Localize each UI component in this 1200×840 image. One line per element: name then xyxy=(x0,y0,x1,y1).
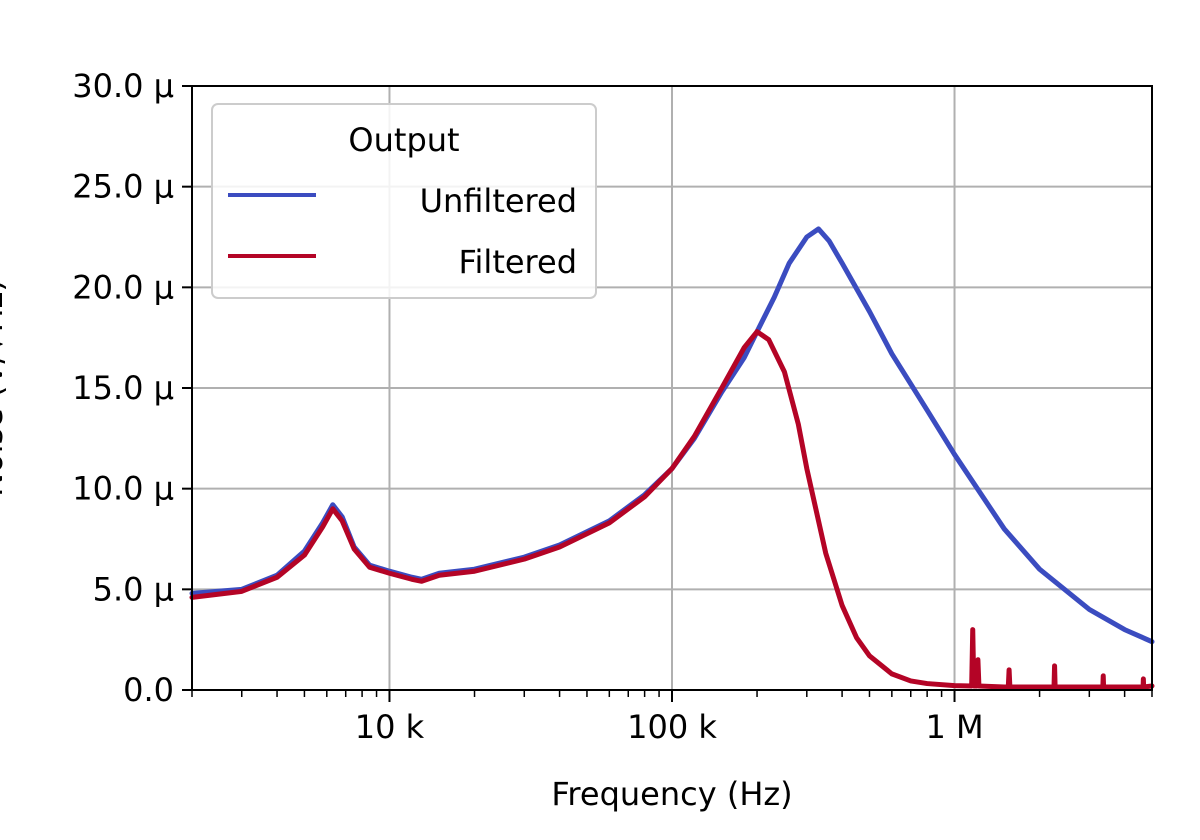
y-tick-label: 10.0 μ xyxy=(72,470,174,508)
y-tick-label: 30.0 μ xyxy=(72,67,174,105)
x-axis-title: Frequency (Hz) xyxy=(551,775,792,813)
y-tick-label: 20.0 μ xyxy=(72,268,174,306)
legend-label-unfiltered: Unfiltered xyxy=(420,182,577,220)
x-tick-label: 1 M xyxy=(925,708,983,746)
legend-box xyxy=(211,103,597,299)
y-tick-label: 5.0 μ xyxy=(93,570,174,608)
series-group xyxy=(189,226,1155,690)
y-tick-label: 15.0 μ xyxy=(72,369,174,407)
legend: Output Unfiltered Filtered xyxy=(211,103,597,299)
y-tick-label: 25.0 μ xyxy=(72,168,174,206)
legend-label-filtered: Filtered xyxy=(458,243,577,281)
ticks: 0.0 5.0 μ 10.0 μ 15.0 μ 20.0 μ 25.0 μ 30.0 μ 10… xyxy=(72,67,1153,746)
series-line-filtered xyxy=(189,329,1155,690)
legend-title: Output xyxy=(348,121,459,159)
y-axis-title: Noise (V/√Hz) xyxy=(0,279,10,497)
y-tick-label: 0.0 xyxy=(123,671,174,709)
x-tick-label: 10 k xyxy=(355,708,425,746)
x-tick-label: 100 k xyxy=(627,708,717,746)
